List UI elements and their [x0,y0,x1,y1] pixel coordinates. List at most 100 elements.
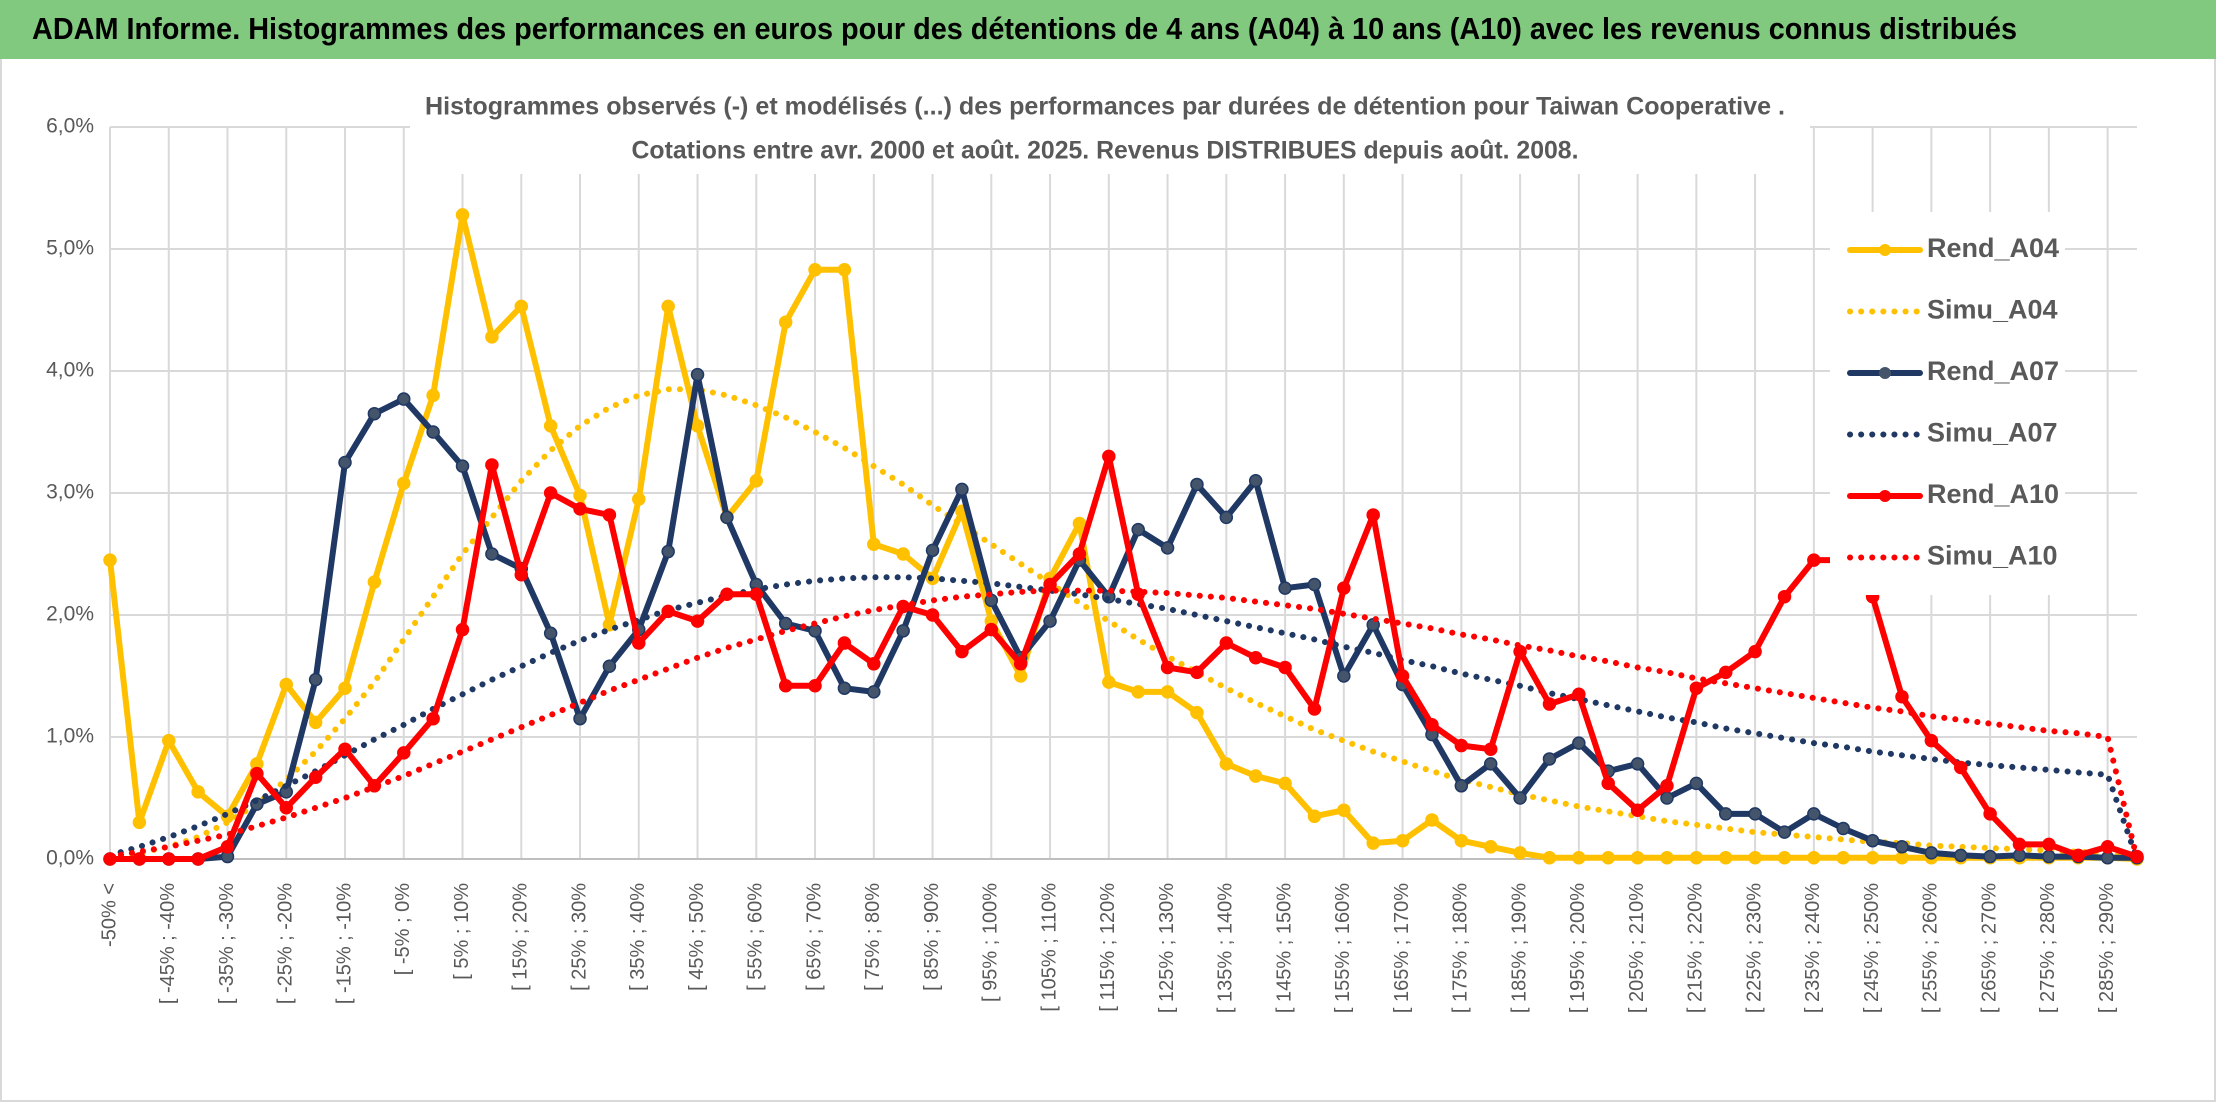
data-point [1777,825,1792,839]
data-point [1689,776,1704,791]
x-tick-label: [ 245% ; 250% [1861,883,1883,1013]
chart-subtitle: Cotations entre avr. 2000 et août. 2025.… [632,137,1579,165]
data-point [1278,776,1292,791]
data-point [1454,779,1469,793]
data-point [1689,681,1704,695]
data-point [1219,510,1234,525]
data-point [720,510,734,525]
data-point [1630,757,1645,771]
data-point [1748,644,1762,659]
y-tick-label: 0,0% [46,847,94,870]
data-point [1718,665,1733,680]
data-point [426,425,440,439]
data-point [1777,851,1792,865]
x-tick-label: [ 195% ; 200% [1567,883,1589,1013]
data-point [485,458,499,472]
data-point [1248,474,1263,488]
data-point [1865,851,1880,865]
data-point [543,626,558,641]
legend-marker [1879,490,1891,502]
model-line [107,386,2140,862]
data-point [1983,807,1997,821]
x-tick-label: [ 35% ; 40% [627,883,649,991]
data-point [1953,848,1968,863]
data-point [1483,757,1498,771]
data-point [1160,685,1175,699]
x-tick-label: [ 165% ; 170% [1391,883,1413,1013]
data-point [1777,589,1792,604]
data-point [132,815,147,830]
x-tick-label: [ 75% ; 80% [862,883,884,991]
data-point [1131,522,1145,537]
data-point [2042,837,2056,852]
data-point [1836,851,1850,865]
data-point [1248,650,1263,665]
data-point [397,392,411,406]
data-point [132,852,147,866]
y-tick-label: 6,0% [46,115,94,138]
x-tick-label: [ 235% ; 240% [1802,883,1824,1013]
legend-box [1830,212,2065,595]
data-point [1160,541,1175,555]
data-point [1924,846,1939,860]
data-point [1513,846,1527,860]
data-point [1337,669,1351,683]
data-point [191,785,205,799]
data-point [103,553,117,567]
data-point [1307,702,1322,716]
data-point [426,711,440,726]
data-point [543,419,558,433]
data-point [250,766,264,781]
header-band [0,0,2216,59]
data-point [896,624,910,638]
data-point [1337,581,1351,595]
data-point [1337,803,1351,817]
data-point [1043,577,1057,592]
data-point [778,315,793,329]
data-point [867,537,881,551]
data-point [1807,807,1821,821]
data-point [632,492,646,506]
data-point [1425,718,1439,732]
data-point [837,636,852,650]
data-point [573,502,587,516]
x-tick-label: [ 135% ; 140% [1215,883,1237,1013]
data-point [1513,791,1527,805]
data-point [1483,840,1498,854]
legend-label: Rend_A04 [1927,233,2059,263]
data-point [1660,779,1674,793]
x-tick-label: [ 155% ; 160% [1332,883,1354,1013]
data-point [1865,833,1880,848]
data-point [837,681,852,695]
data-point [867,685,881,699]
y-tick-label: 4,0% [46,359,94,382]
legend-label: Simu_A07 [1927,418,2058,448]
legend-marker [1879,367,1891,379]
data-point [455,622,470,637]
data-point [1542,851,1557,865]
x-tick-label: [ 15% ; 20% [510,883,532,991]
x-tick-label: [ 95% ; 100% [980,883,1002,1002]
data-point [573,488,587,503]
x-tick-label: [ 215% ; 220% [1685,883,1707,1013]
data-point [162,852,176,866]
data-point [426,388,440,403]
data-point [279,677,294,692]
data-point [1895,851,1909,865]
data-point [220,840,235,854]
data-point [1454,738,1469,753]
data-point [455,459,470,473]
data-point [2100,840,2115,854]
data-point [1660,791,1674,805]
data-point [1483,742,1498,756]
data-point [1248,769,1263,783]
data-point [1366,836,1380,850]
data-point [2012,848,2027,863]
x-tick-label: [ 285% ; 290% [2096,883,2118,1013]
data-point [1807,553,1821,567]
data-point [1895,840,1909,854]
data-point [1748,851,1762,865]
data-point [1836,821,1850,836]
data-point [1572,851,1586,865]
